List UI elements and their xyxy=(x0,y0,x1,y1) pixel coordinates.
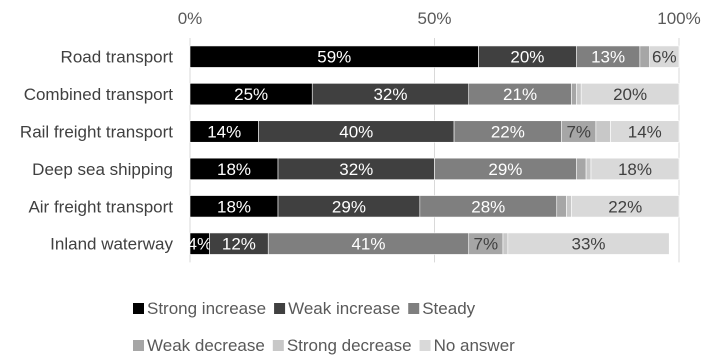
gridlines xyxy=(189,38,680,263)
legend: Strong increase Weak increase Steady Weak d… xyxy=(133,299,515,355)
bar-segment xyxy=(649,45,680,68)
legend-label: Strong decrease xyxy=(287,336,412,355)
legend-label: No answer xyxy=(434,336,516,355)
bar-segment xyxy=(585,157,592,180)
legend-swatch xyxy=(408,303,420,314)
bar-segment xyxy=(571,83,577,106)
bar-segment xyxy=(610,120,680,143)
data-label: 32% xyxy=(339,160,373,179)
legend-swatch xyxy=(133,340,144,351)
legend-label: Weak decrease xyxy=(147,336,265,355)
category-label: Road transport xyxy=(61,48,174,67)
data-label: 18% xyxy=(217,160,251,179)
data-label: 59% xyxy=(317,48,351,67)
legend-swatch xyxy=(274,303,286,314)
data-label: 22% xyxy=(608,197,642,216)
tick-label: 50% xyxy=(417,9,451,28)
legend-swatch xyxy=(272,340,284,351)
legend-label: Weak increase xyxy=(288,299,400,318)
data-label: 29% xyxy=(488,160,522,179)
data-label: 14% xyxy=(628,123,662,142)
bar-segment xyxy=(639,45,650,68)
data-label: 6% xyxy=(652,48,677,67)
bar-segment xyxy=(580,83,680,106)
category-label: Inland waterway xyxy=(50,235,173,254)
data-label: 7% xyxy=(474,235,499,254)
bar-segment xyxy=(576,83,582,106)
tick-label: 100% xyxy=(657,9,700,28)
data-label: 41% xyxy=(351,235,385,254)
bar-segment xyxy=(595,120,611,143)
tick-label: 0% xyxy=(178,9,203,28)
data-label: 18% xyxy=(217,197,251,216)
bar-segment xyxy=(502,232,509,255)
category-labels: Road transport Combined transport Rail fre… xyxy=(20,48,174,254)
data-label: 18% xyxy=(618,160,652,179)
data-label: 7% xyxy=(566,123,591,142)
legend-label: Strong increase xyxy=(147,299,266,318)
bar-segment xyxy=(590,157,680,180)
category-label: Deep sea shipping xyxy=(32,160,173,179)
bar-segment xyxy=(571,195,680,218)
bar-segment xyxy=(507,232,670,255)
category-label: Rail freight transport xyxy=(20,123,173,142)
data-label: 22% xyxy=(491,123,525,142)
category-label: Combined transport xyxy=(24,85,174,104)
data-label: 25% xyxy=(234,85,268,104)
data-label: 4% xyxy=(187,235,212,254)
legend-swatch xyxy=(419,340,431,351)
data-label: 29% xyxy=(332,197,366,216)
data-label: 28% xyxy=(471,197,505,216)
data-label: 33% xyxy=(572,235,606,254)
bar-segment xyxy=(566,195,572,218)
data-label: 32% xyxy=(373,85,407,104)
legend-label: Steady xyxy=(422,299,475,318)
data-label: 12% xyxy=(222,235,256,254)
data-label: 14% xyxy=(207,123,241,142)
data-label: 21% xyxy=(503,85,537,104)
bar-segment xyxy=(576,157,587,180)
category-label: Air freight transport xyxy=(28,197,173,216)
data-label: 40% xyxy=(339,123,373,142)
data-label: 20% xyxy=(510,48,544,67)
data-label: 20% xyxy=(613,85,647,104)
legend-swatch xyxy=(133,303,144,314)
bars: 59% 20% 13% 6% 25% 32% 21% 20% 14% 40% 22% 7% 14% 18%… xyxy=(187,45,680,255)
x-axis-ticks: 0% 50% 100% xyxy=(178,9,701,28)
bar-segment xyxy=(556,195,567,218)
data-label: 13% xyxy=(591,48,625,67)
